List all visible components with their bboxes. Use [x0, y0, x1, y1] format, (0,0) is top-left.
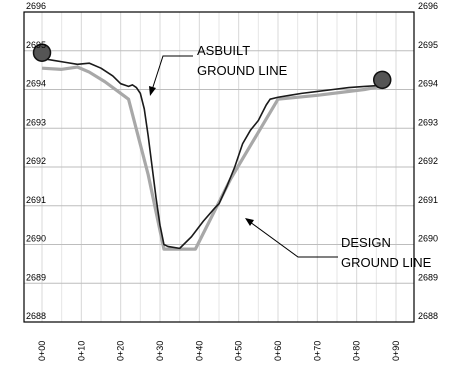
plot-frame — [23, 11, 415, 323]
y-tick-label-left: 2693 — [26, 117, 46, 127]
y-tick-label-right: 2693 — [418, 117, 438, 127]
design-label-line1: DESIGN — [341, 235, 391, 250]
asbuilt-label-line2: GROUND LINE — [197, 63, 288, 78]
series-asbuilt-ground-line — [41, 57, 385, 250]
asbuilt-label-line1: ASBUILT — [197, 43, 250, 58]
start-marker — [32, 43, 52, 62]
x-tick-label: 0+80 — [352, 341, 362, 361]
design-arrowhead — [245, 218, 254, 226]
y-tick-label-left: 2688 — [26, 311, 46, 321]
design-label-line2: GROUND LINE — [341, 255, 432, 270]
asbuilt-leader-line — [151, 55, 193, 91]
grid — [23, 11, 415, 323]
x-tick-label: 0+50 — [234, 341, 244, 361]
series-layer — [41, 57, 385, 251]
y-tick-label-right: 2689 — [418, 272, 438, 282]
design-leader-line — [249, 221, 338, 258]
y-tick-label-right: 2688 — [418, 311, 438, 321]
series-design-ground-line — [41, 65, 385, 251]
x-tick-label: 0+10 — [76, 341, 86, 361]
markers — [32, 43, 392, 90]
y-tick-label-right: 2694 — [418, 79, 438, 89]
y-tick-label-right: 2696 — [418, 1, 438, 11]
y-tick-label-left: 2690 — [26, 234, 46, 244]
y-tick-label-left: 2692 — [26, 156, 46, 166]
asbuilt-arrowhead — [149, 86, 156, 96]
annotations: ASBUILT GROUND LINE DESIGN GROUND LINE — [149, 43, 432, 270]
y-tick-label-right: 2690 — [418, 234, 438, 244]
y-tick-label-left: 2689 — [26, 272, 46, 282]
x-tick-label: 0+30 — [155, 341, 165, 361]
y-tick-label-right: 2695 — [418, 40, 438, 50]
tick-labels: 2688 2688 2689 2689 2690 2690 2691 2691 2692 2692… — [26, 1, 438, 361]
x-tick-label: 0+90 — [391, 341, 401, 361]
y-tick-label-left: 2691 — [26, 195, 46, 205]
x-tick-label: 0+20 — [116, 341, 126, 361]
end-marker — [372, 70, 392, 90]
y-tick-label-right: 2691 — [418, 195, 438, 205]
y-tick-label-left: 2696 — [26, 1, 46, 11]
x-tick-label: 0+40 — [194, 341, 204, 361]
y-tick-label-left: 2694 — [26, 79, 46, 89]
x-tick-label: 0+60 — [273, 341, 283, 361]
y-tick-label-left: 2695 — [26, 40, 46, 50]
y-tick-label-right: 2692 — [418, 156, 438, 166]
x-tick-label: 0+70 — [312, 341, 322, 361]
x-tick-label: 0+00 — [37, 341, 47, 361]
